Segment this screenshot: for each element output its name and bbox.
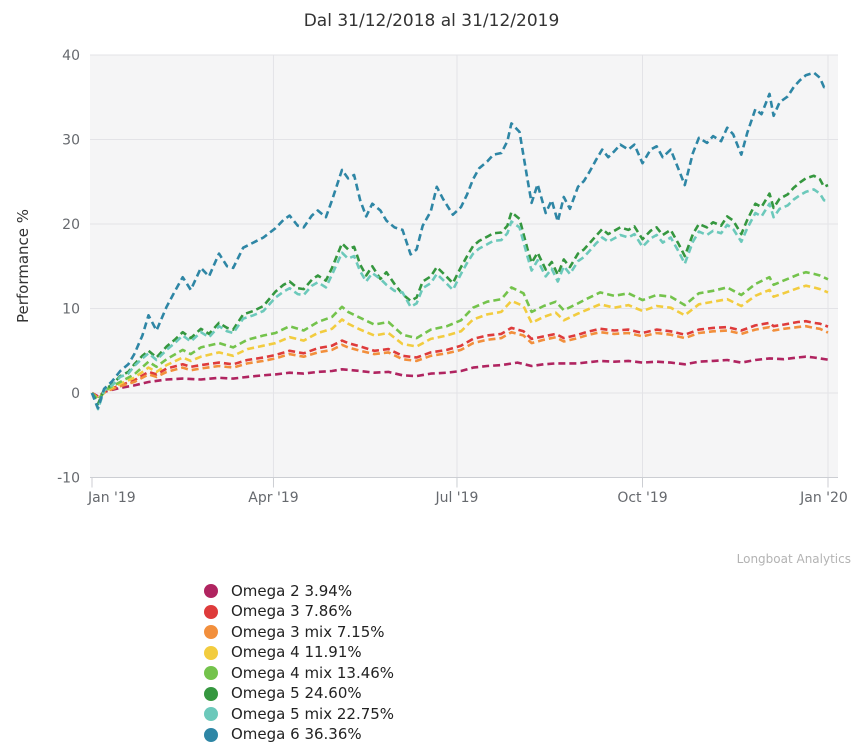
y-axis-label: -10 [57,471,80,487]
legend-label-omega-3: Omega 3 7.86% [231,602,353,621]
series-line-omega-4 [91,284,829,401]
x-axis-label: Jul '19 [434,490,478,506]
legend-marker-omega-2 [204,584,218,599]
legend-item-omega-3[interactable]: Omega 3 7.86% [204,602,394,623]
legend-marker-omega-4 [204,645,218,660]
legend-item-omega-5[interactable]: Omega 5 24.60% [204,684,394,705]
legend-item-omega-3-mix[interactable]: Omega 3 mix 7.15% [204,622,394,643]
series-line-omega-2 [91,355,829,398]
performance-chart: Jan '19 Apr '19 Jul '19 Oct '19 Jan '20 40 30 2… [14,48,848,506]
x-axis-label: Oct '19 [617,490,667,506]
chart-legend: Omega 2 3.94% Omega 3 7.86% Omega 3 mix 7.… [204,581,394,745]
legend-label-omega-4-mix: Omega 4 mix 13.46% [231,663,395,682]
legend-item-omega-6[interactable]: Omega 6 36.36% [204,725,394,746]
series-line-omega-6 [90,71,829,410]
legend-marker-omega-3 [204,604,218,619]
legend-label-omega-4: Omega 4 11.91% [231,643,362,662]
y-axis-label: 0 [71,386,80,402]
legend-marker-omega-5-mix [204,707,218,722]
chart-title: Dal 31/12/2018 al 31/12/2019 [303,11,560,31]
legend-marker-omega-6 [204,727,218,742]
y-axis-label: 40 [62,48,80,64]
legend-label-omega-2: Omega 2 3.94% [231,581,353,600]
legend-label-omega-3-mix: Omega 3 mix 7.15% [231,622,385,641]
legend-marker-omega-5 [204,686,218,701]
y-axis-label: 30 [62,133,80,149]
legend-item-omega-4[interactable]: Omega 4 11.91% [204,643,394,664]
legend-item-omega-5-mix[interactable]: Omega 5 mix 22.75% [204,704,394,725]
x-axis-label: Jan '20 [799,490,848,506]
legend-label-omega-5-mix: Omega 5 mix 22.75% [231,704,395,723]
x-axis-label: Jan '19 [87,490,136,506]
legend-marker-omega-3-mix [204,625,218,640]
y-axis-title: Performance % [14,209,32,323]
series-line-omega-3-mix [91,324,829,400]
y-axis-label: 10 [62,302,80,318]
series-line-omega-5-mix [90,188,829,411]
legend-marker-omega-4-mix [204,666,218,681]
legend-item-omega-2[interactable]: Omega 2 3.94% [204,581,394,602]
legend-label-omega-5: Omega 5 24.60% [231,684,362,703]
x-axis-label: Apr '19 [248,490,298,506]
legend-item-omega-4-mix[interactable]: Omega 4 mix 13.46% [204,663,394,684]
series-line-omega-5 [90,174,829,406]
legend-label-omega-6: Omega 6 36.36% [231,725,362,744]
series-line-omega-4-mix [91,270,829,402]
watermark-credit: Longboat Analytics [736,552,851,566]
y-axis-label: 20 [62,217,80,233]
